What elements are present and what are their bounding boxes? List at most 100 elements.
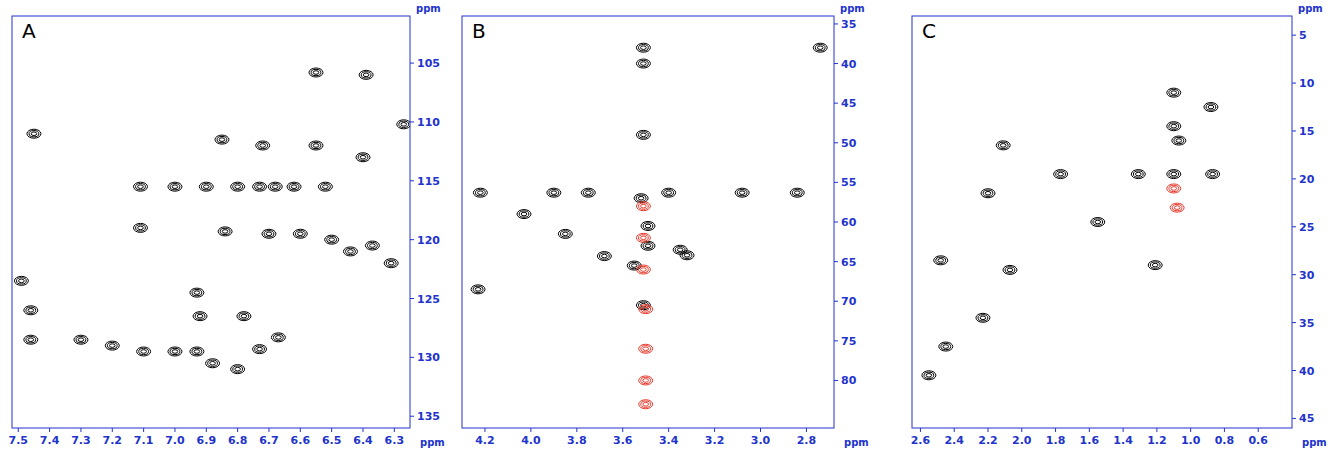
x-tick-label: 0.6 [1248,434,1268,447]
peak [1091,218,1105,227]
peak [384,259,398,268]
x-tick-label: 7.2 [103,434,123,447]
peaks [14,68,410,374]
x-tick-label: 6.8 [228,434,248,447]
peak [636,59,650,68]
y-tick [410,180,414,181]
x-tick-label: 2.8 [797,434,817,447]
x-tick [668,428,669,432]
peak [14,276,28,285]
peak [636,43,650,52]
x-tick-label: 1.8 [1046,434,1066,447]
y-tick [1292,178,1296,179]
peak [934,256,948,265]
x-tick-label: 1.6 [1080,434,1100,447]
peak [996,141,1010,150]
peak [1054,170,1068,179]
y-tick-label: 40 [1299,365,1315,378]
peak [636,202,650,211]
x-tick [530,428,531,432]
y-tick [834,261,838,262]
y-axis-title: ppm [840,3,865,14]
y-tick-label: 110 [417,116,440,129]
y-tick [1292,226,1296,227]
x-tick [174,428,175,432]
peak [639,344,653,353]
panel: 2.62.42.22.01.81.61.41.21.00.80.65101520… [911,3,1327,448]
peak [1167,122,1181,131]
y-tick [410,357,414,358]
peak [813,43,827,52]
y-tick [834,301,838,302]
x-tick-label: 7.1 [134,434,154,447]
peak [397,120,410,129]
y-tick-label: 30 [1299,269,1315,282]
peak [253,345,267,354]
peak [673,245,687,254]
panel-letter: A [22,19,36,43]
x-tick-label: 6.7 [259,434,279,447]
x-tick [80,428,81,432]
x-tick-label: 6.6 [291,434,311,447]
peak [641,221,655,230]
y-tick [834,340,838,341]
y-tick-label: 130 [417,351,440,364]
peak [253,182,267,191]
y-tick [834,182,838,183]
peak [473,188,487,197]
y-tick-label: 60 [841,216,857,229]
x-tick [394,428,395,432]
peak [1003,265,1017,274]
x-tick-label: 2.4 [944,434,964,447]
peak [639,400,653,409]
peak [636,233,650,242]
x-tick [1123,428,1124,432]
peak [359,70,373,79]
peak [922,371,936,380]
x-tick-label: 2.6 [911,434,931,447]
x-axis-title: ppm [844,437,869,448]
plot-frame [462,16,834,428]
x-tick-label: 3.4 [659,434,679,447]
peak [27,129,41,138]
y-tick-label: 65 [841,256,856,269]
y-tick-label: 40 [841,58,857,71]
x-tick [1224,428,1225,432]
peak [206,359,220,368]
x-tick-label: 2.0 [1012,434,1032,447]
peak [309,141,323,150]
x-tick [18,428,19,432]
peak [365,241,379,250]
x-axis-title: ppm [1302,437,1327,448]
peak [1204,103,1218,112]
peak [168,347,182,356]
x-tick-label: 3.2 [705,434,725,447]
panel: 7.57.47.37.27.17.06.96.86.76.66.56.46.31… [9,3,445,448]
peak [231,365,245,374]
peak [199,182,213,191]
y-axis-title: ppm [1298,3,1323,14]
x-tick-label: 4.0 [521,434,541,447]
peak [1148,261,1162,270]
y-tick [834,380,838,381]
peak [639,305,653,314]
x-tick-label: 2.2 [978,434,998,447]
y-tick [410,298,414,299]
peak [271,333,285,342]
peak [268,182,282,191]
y-tick [834,23,838,24]
peak [309,68,323,77]
peak [976,313,990,322]
peak [471,285,485,294]
x-tick [268,428,269,432]
y-tick [1292,322,1296,323]
y-tick-label: 125 [417,293,440,306]
y-tick-label: 120 [417,234,440,247]
y-tick [1292,274,1296,275]
peak [939,342,953,351]
x-tick [988,428,989,432]
x-tick [806,428,807,432]
panel-letter: B [472,19,486,43]
x-tick [362,428,363,432]
y-tick-label: 115 [417,175,440,188]
